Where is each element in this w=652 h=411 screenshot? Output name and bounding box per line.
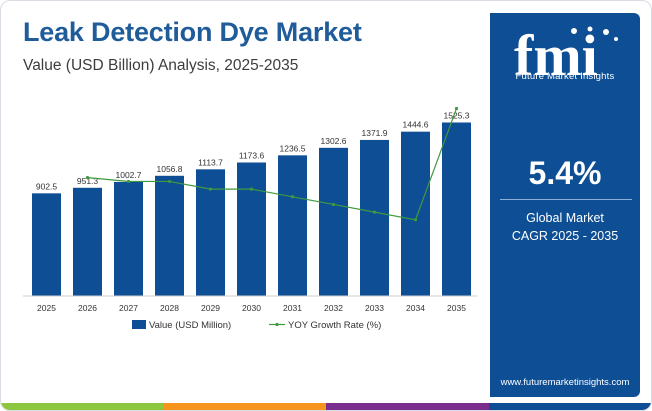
bar-2034: [401, 131, 430, 296]
x-tick-2032: 2032: [324, 303, 343, 313]
yoy-point-2035: [454, 106, 459, 111]
summary-panel: fmi Future Market Insights 5.4% Global M…: [490, 13, 640, 397]
legend-line-label: YOY Growth Rate (%): [288, 320, 381, 331]
logo-tagline: Future Market Insights: [515, 71, 615, 82]
bar-2031: [278, 155, 307, 296]
bar-label-2034: 1444.6: [403, 120, 429, 130]
x-tick-2031: 2031: [283, 303, 302, 313]
divider: [500, 199, 632, 200]
x-tick-2025: 2025: [37, 303, 56, 313]
yoy-point-2031: [290, 195, 295, 199]
bar-label-2026: 951.3: [77, 176, 99, 186]
fmi-logo: fmi: [514, 23, 618, 88]
x-tick-2027: 2027: [119, 303, 138, 313]
legend-bar-swatch: [132, 320, 146, 329]
bar-label-2030: 1173.6: [239, 151, 265, 161]
bar-2030: [237, 162, 266, 296]
cagr-label-line2: CAGR 2025 - 2035: [511, 229, 619, 243]
cagr-value: 5.4%: [528, 155, 602, 191]
x-tick-2029: 2029: [201, 303, 220, 313]
bar-label-2028: 1056.8: [157, 164, 183, 174]
bottom-bar-green: [1, 403, 164, 410]
bar-label-2027: 1002.7: [116, 170, 142, 180]
x-tick-2034: 2034: [406, 303, 425, 313]
bottom-color-bar: [1, 403, 651, 410]
yoy-point-2034: [413, 218, 418, 222]
yoy-point-2033: [372, 210, 377, 214]
yoy-point-2028: [167, 179, 172, 184]
bar-label-2033: 1371.9: [362, 128, 388, 138]
x-tick-2033: 2033: [365, 303, 384, 313]
bar-label-2035: 1525.3: [444, 110, 470, 120]
bar-2028: [155, 175, 184, 296]
x-tick-2030: 2030: [242, 303, 261, 313]
bottom-bar-blue: [488, 403, 651, 410]
bar-label-2029: 1113.7: [198, 157, 223, 167]
yoy-point-2027: [126, 179, 131, 184]
bar-2033: [360, 139, 389, 296]
yoy-point-2026: [85, 175, 90, 180]
cagr-label-line1: Global Market: [526, 211, 604, 225]
x-tick-2028: 2028: [160, 303, 179, 313]
cagr-label: Global Market CAGR 2025 - 2035: [490, 209, 640, 245]
website-link[interactable]: www.futuremarketinsights.com: [500, 377, 630, 388]
yoy-point-2030: [249, 187, 254, 191]
bar-label-2031: 1236.5: [280, 143, 306, 153]
chart-subtitle: Value (USD Billion) Analysis, 2025-2035: [23, 57, 299, 74]
yoy-growth-line: [87, 108, 458, 221]
bar-2035: [442, 122, 471, 296]
x-tick-2026: 2026: [78, 303, 97, 313]
legend-line-marker: [275, 322, 279, 327]
bar-2027: [114, 181, 143, 296]
bar-2026: [73, 187, 102, 296]
bottom-bar-purple: [326, 403, 489, 410]
bar-label-2032: 1302.6: [321, 136, 347, 146]
bar-2025: [32, 193, 61, 296]
bar-2032: [319, 147, 348, 296]
bar-line-chart: 902.5 951.3 1002.7 1056.8 1113.7 1173.6 1236.5…: [23, 106, 477, 331]
logo-text: fmi: [514, 23, 598, 88]
yoy-point-2029: [208, 187, 213, 191]
yoy-point-2032: [331, 202, 336, 207]
bottom-bar-orange: [163, 403, 326, 410]
x-tick-2035: 2035: [447, 303, 466, 313]
legend-bar-label: Value (USD Million): [149, 320, 231, 331]
chart-title: Leak Detection Dye Market: [23, 17, 362, 47]
bar-label-2025: 902.5: [36, 181, 58, 191]
